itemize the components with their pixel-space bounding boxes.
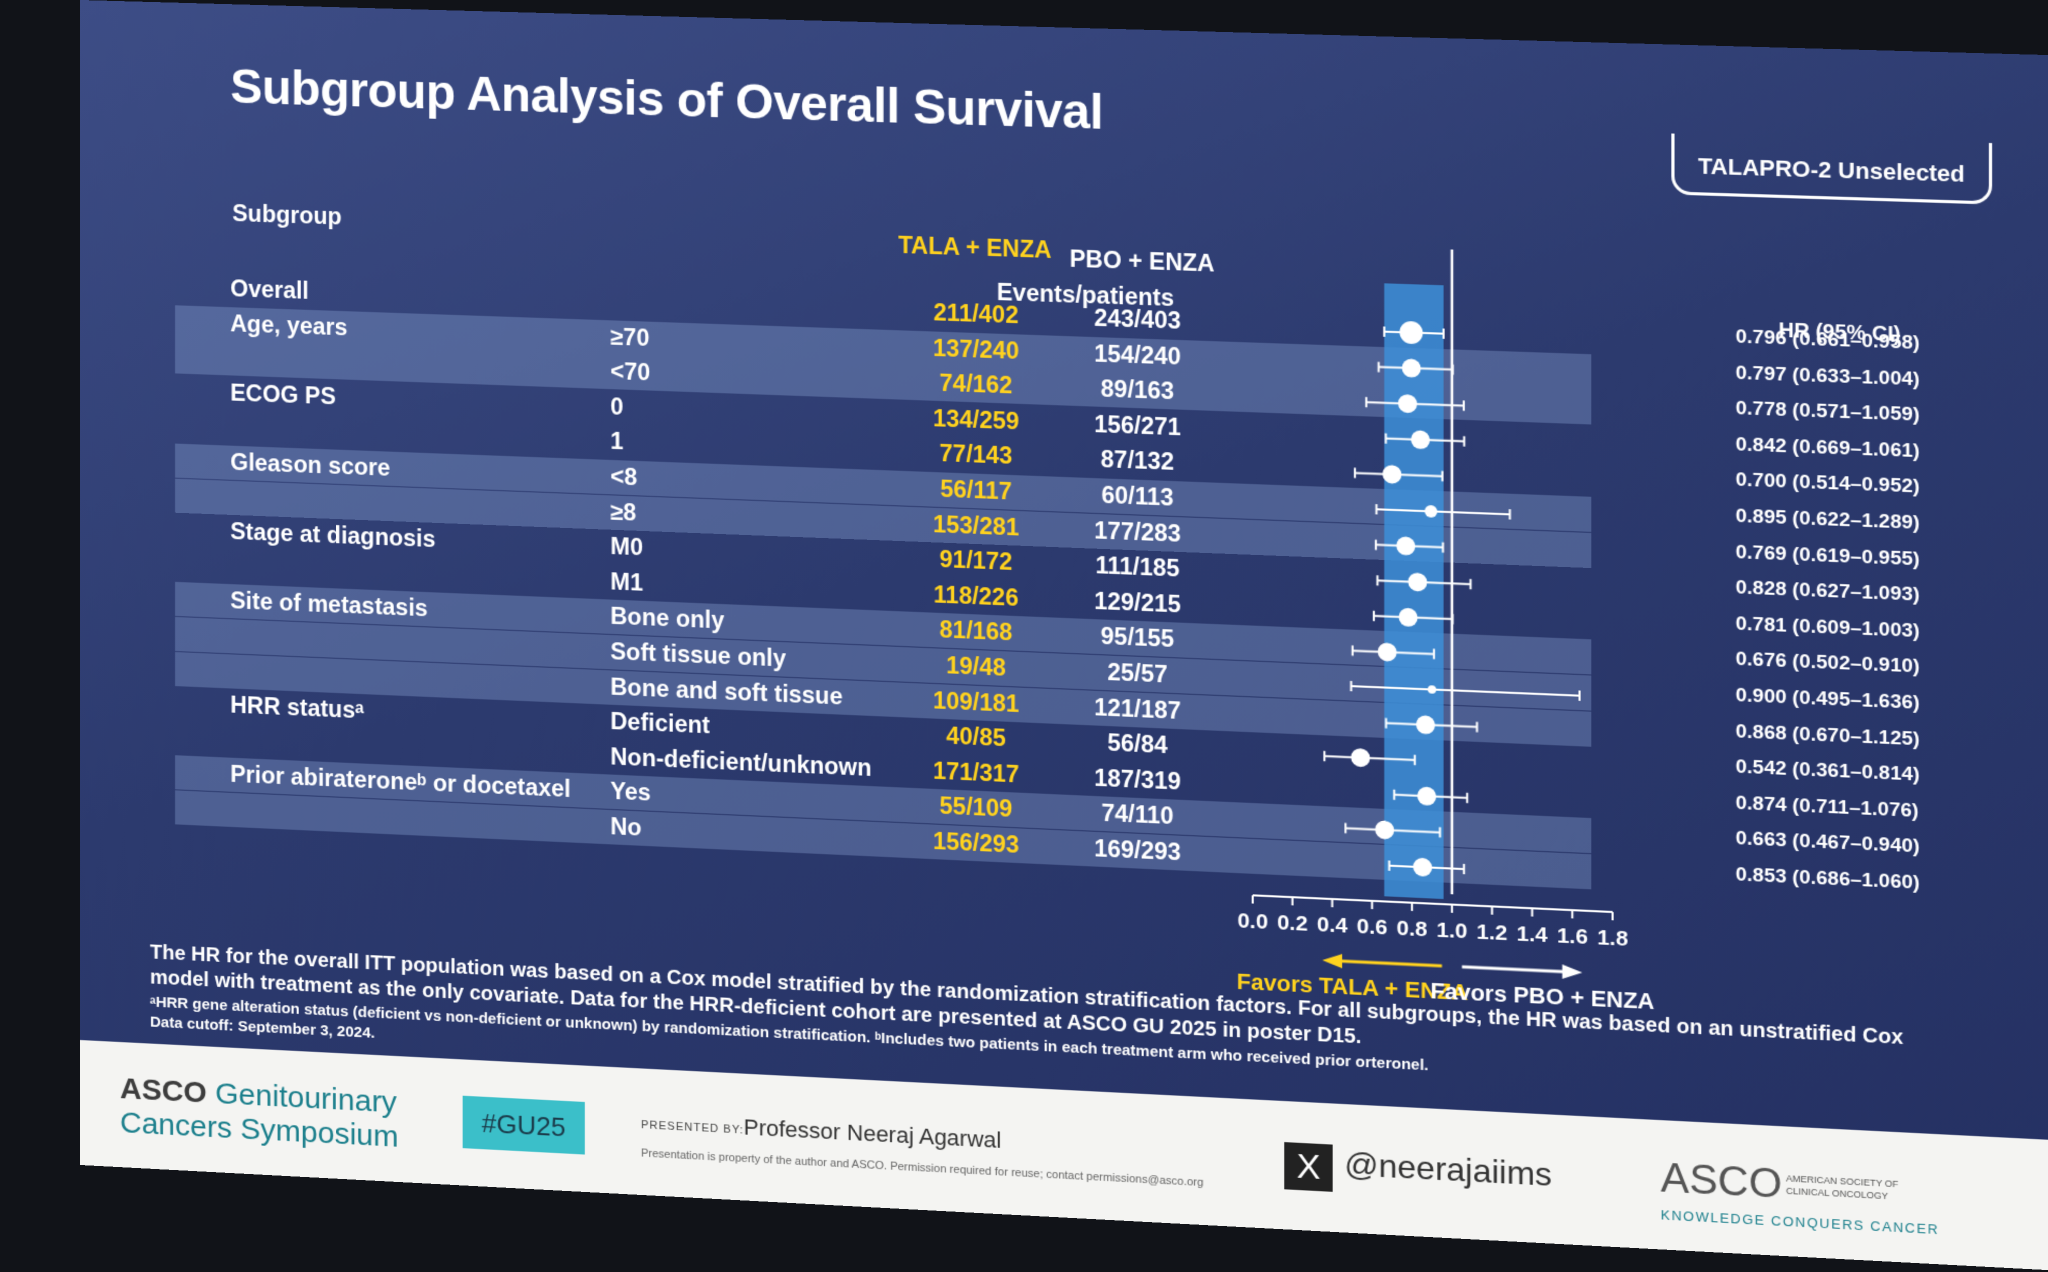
subgroup-category: Yes — [610, 778, 651, 807]
favors-right-arrow — [1462, 967, 1572, 972]
hr-ci-value: 0.842 (0.669–1.061) — [1736, 434, 1920, 464]
property-notice: Presentation is property of the author a… — [641, 1147, 1203, 1189]
pbo-header: PBO + ENZA — [1070, 245, 1215, 277]
pbo-events: 243/403 — [1049, 303, 1227, 337]
presented-by-label: PRESENTED BY: — [641, 1119, 744, 1137]
tala-events: 91/172 — [888, 544, 1064, 578]
hr-ci-value: 0.868 (0.670–1.125) — [1736, 720, 1920, 751]
hr-ci-value: 0.796 (0.661–0.958) — [1736, 326, 1920, 355]
asco-gu-logo: ASCO Genitourinary Cancers Symposium — [120, 1072, 399, 1155]
subgroup-label: Overall — [230, 275, 309, 305]
hr-ci-value: 0.874 (0.711–1.076) — [1736, 792, 1919, 823]
asco-gu-word: ASCO — [120, 1072, 207, 1110]
x-tick-label: 1.0 — [1437, 918, 1468, 943]
x-tick-label: 0.8 — [1397, 916, 1428, 941]
subgroup-header: Subgroup — [232, 200, 341, 231]
favors-right-arrowhead — [1562, 964, 1582, 979]
x-logo-icon: X — [1284, 1142, 1332, 1192]
subgroup-category: M0 — [610, 533, 643, 562]
hr-ci-value: 0.781 (0.609–1.003) — [1736, 613, 1920, 643]
asco-subtitle: AMERICAN SOCIETY OF CLINICAL ONCOLOGY — [1786, 1172, 1898, 1203]
subgroup-category: 1 — [610, 428, 623, 456]
hr-ci-value: 0.895 (0.622–1.289) — [1736, 505, 1920, 535]
asco-tagline: KNOWLEDGE CONQUERS CANCER — [1661, 1207, 1940, 1237]
subgroup-table: Overall 211/402 243/403 0.796 (0.661–0.958)… — [80, 0, 2048, 56]
tala-events: 118/226 — [888, 579, 1064, 614]
subgroup-label: Stage at diagnosis — [230, 518, 435, 553]
pbo-events: 129/215 — [1049, 585, 1227, 620]
hr-ci-value: 0.853 (0.686–1.060) — [1736, 864, 1920, 895]
slide-footer: ASCO Genitourinary Cancers Symposium #GU… — [80, 1040, 2048, 1272]
presenter-name: Professor Neeraj Agarwal — [744, 1114, 1002, 1154]
slide-title: Subgroup Analysis of Overall Survival — [230, 59, 1103, 141]
x-tick-label: 0.4 — [1317, 913, 1348, 938]
pbo-events: 56/84 — [1049, 727, 1227, 762]
favors-left-arrow — [1332, 961, 1442, 966]
hr-ci-value: 0.542 (0.361–0.814) — [1736, 756, 1920, 787]
asco-logo-word: ASCO — [1661, 1155, 1782, 1208]
hr-ci-value: 0.700 (0.514–0.952) — [1736, 469, 1920, 499]
hr-ci-value: 0.828 (0.627–1.093) — [1736, 577, 1920, 607]
x-tick-label: 1.4 — [1517, 922, 1548, 947]
subgroup-category: Deficient — [610, 708, 709, 740]
x-tick-label: 1.6 — [1557, 924, 1588, 949]
subgroup-category: <70 — [610, 358, 650, 387]
tala-events: 211/402 — [888, 297, 1064, 331]
hr-ci-value: 0.676 (0.502–0.910) — [1736, 649, 1920, 679]
pbo-events: 156/271 — [1049, 409, 1227, 443]
hr-ci-value: 0.769 (0.619–0.955) — [1736, 541, 1920, 571]
tala-events: 134/259 — [888, 403, 1064, 437]
pbo-events: 187/319 — [1049, 762, 1227, 797]
subgroup-label: ECOG PS — [230, 379, 336, 410]
twitter-handle: @neerajaiims — [1344, 1145, 1552, 1194]
x-tick-label: 1.8 — [1597, 926, 1628, 951]
tala-events: 77/143 — [888, 438, 1064, 472]
tala-events: 40/85 — [888, 720, 1064, 755]
hr-ci-value: 0.663 (0.467–0.940) — [1736, 828, 1920, 859]
subgroup-category: M1 — [610, 568, 643, 597]
x-tick-label: 1.2 — [1477, 920, 1508, 945]
subgroup-label: HRR statusᵃ — [230, 692, 364, 725]
subgroup-category: Bone only — [610, 603, 724, 635]
forest-plot: 0.0 0.2 0.4 0.6 0.8 1.0 1.2 1.4 1.6 1.8Favors TAL… — [1237, 268, 1629, 1005]
x-tick-label: 0.0 — [1237, 909, 1268, 934]
pbo-events: 87/132 — [1049, 444, 1227, 478]
subgroup-category: ≥70 — [610, 323, 649, 352]
subgroup-category: <8 — [610, 463, 637, 491]
study-badge: TALAPRO-2 Unselected — [1671, 133, 1992, 204]
slide: Subgroup Analysis of Overall Survival TA… — [80, 0, 2048, 1272]
favors-left-arrowhead — [1322, 953, 1342, 968]
x-tick-label: 0.6 — [1357, 915, 1388, 940]
subgroup-category: 0 — [610, 393, 623, 421]
tala-events: 171/317 — [888, 755, 1064, 790]
subgroup-category: No — [610, 813, 641, 842]
subgroup-category: ≥8 — [610, 498, 636, 526]
tala-header: TALA + ENZA — [898, 232, 1051, 265]
subgroup-label: Age, years — [230, 310, 347, 341]
hr-point — [1351, 748, 1370, 767]
hr-ci-value: 0.797 (0.633–1.004) — [1736, 362, 1920, 391]
hr-ci-value: 0.778 (0.571–1.059) — [1736, 398, 1920, 427]
hashtag-badge: #GU25 — [463, 1096, 585, 1155]
pbo-events: 111/185 — [1049, 550, 1227, 585]
x-tick-label: 0.2 — [1277, 911, 1308, 936]
hr-ci-value: 0.900 (0.495–1.636) — [1736, 685, 1920, 716]
